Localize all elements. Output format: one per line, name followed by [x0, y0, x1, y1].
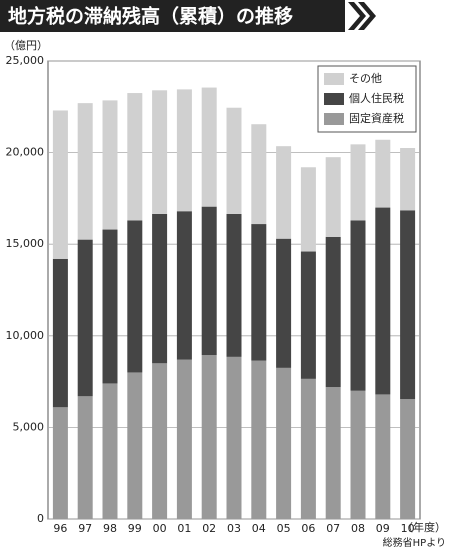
bar-segment — [226, 107, 242, 214]
bar-segment — [201, 355, 217, 519]
bar-segment — [300, 378, 316, 519]
bar-segment — [77, 396, 93, 519]
x-tick-label: 10 — [401, 522, 415, 535]
x-tick-label: 00 — [153, 522, 167, 535]
bar-segment — [276, 146, 292, 239]
title-chevrons — [348, 2, 376, 30]
y-tick-label: 0 — [37, 512, 44, 525]
bar-segment — [102, 229, 118, 384]
bar-segment — [201, 206, 217, 356]
bar-segment — [52, 407, 68, 519]
x-tick-label: 04 — [252, 522, 266, 535]
x-tick-label: 01 — [177, 522, 191, 535]
legend-label: 個人住民税 — [349, 91, 404, 105]
title-banner — [0, 0, 345, 32]
bar-segment — [152, 90, 168, 214]
bar-segment — [400, 210, 416, 400]
x-unit: （年度） — [402, 520, 446, 534]
bar-segment — [152, 213, 168, 364]
x-tick-label: 98 — [103, 522, 117, 535]
bar-segment — [226, 356, 242, 519]
bar-segment — [127, 372, 143, 519]
x-tick-label: 07 — [326, 522, 340, 535]
x-tick-label: 03 — [227, 522, 241, 535]
bar-segment — [400, 399, 416, 519]
legend-swatch — [324, 93, 344, 105]
x-tick-label: 08 — [351, 522, 365, 535]
bar-segment — [400, 148, 416, 211]
bar-segment — [276, 367, 292, 519]
bar-segment — [251, 360, 267, 519]
bar-segment — [375, 139, 391, 208]
legend-label: 固定資産税 — [349, 111, 404, 125]
chart-title: 地方税の滞納残高（累積）の推移 — [8, 5, 293, 28]
legend-label: その他 — [349, 72, 382, 85]
bar-segment — [350, 390, 366, 519]
bar-segment — [127, 93, 143, 221]
bar-segment — [251, 124, 267, 225]
bar-segment — [102, 100, 118, 230]
y-tick-label: 10,000 — [6, 329, 45, 342]
bar-segment — [375, 207, 391, 395]
bar-segment — [300, 167, 316, 252]
bar-segment — [375, 394, 391, 519]
bar-segment — [176, 359, 192, 519]
bar-segment — [226, 213, 242, 357]
bar-segment — [77, 103, 93, 240]
x-tick-label: 02 — [202, 522, 216, 535]
x-tick-label: 96 — [53, 522, 67, 535]
bar-segment — [52, 110, 68, 259]
y-tick-label: 5,000 — [13, 420, 45, 433]
source: 総務省HPより — [383, 536, 446, 549]
bar-segment — [325, 387, 341, 519]
bar-segment — [300, 251, 316, 379]
y-tick-label: 20,000 — [6, 146, 45, 159]
bar-segment — [52, 258, 68, 408]
bar-segment — [102, 383, 118, 519]
bar-segment — [251, 224, 267, 361]
bar-segment — [325, 157, 341, 237]
x-tick-label: 09 — [376, 522, 390, 535]
bar-segment — [325, 236, 341, 388]
y-unit: （億円） — [4, 39, 48, 52]
y-tick-label: 25,000 — [6, 54, 45, 67]
bar-segment — [201, 87, 217, 207]
x-tick-label: 05 — [277, 522, 291, 535]
bar-segment — [176, 211, 192, 360]
x-tick-label: 97 — [78, 522, 92, 535]
bar-segment — [152, 363, 168, 519]
bar-segment — [77, 239, 93, 397]
x-tick-label: 06 — [301, 522, 315, 535]
bar-segment — [276, 238, 292, 368]
bar-segment — [127, 220, 143, 373]
legend-swatch — [324, 73, 344, 85]
bar-segment — [350, 220, 366, 391]
bar-segment — [176, 89, 192, 212]
bar-segment — [350, 144, 366, 221]
y-tick-label: 15,000 — [6, 237, 45, 250]
legend-swatch — [324, 113, 344, 125]
x-tick-label: 99 — [128, 522, 142, 535]
